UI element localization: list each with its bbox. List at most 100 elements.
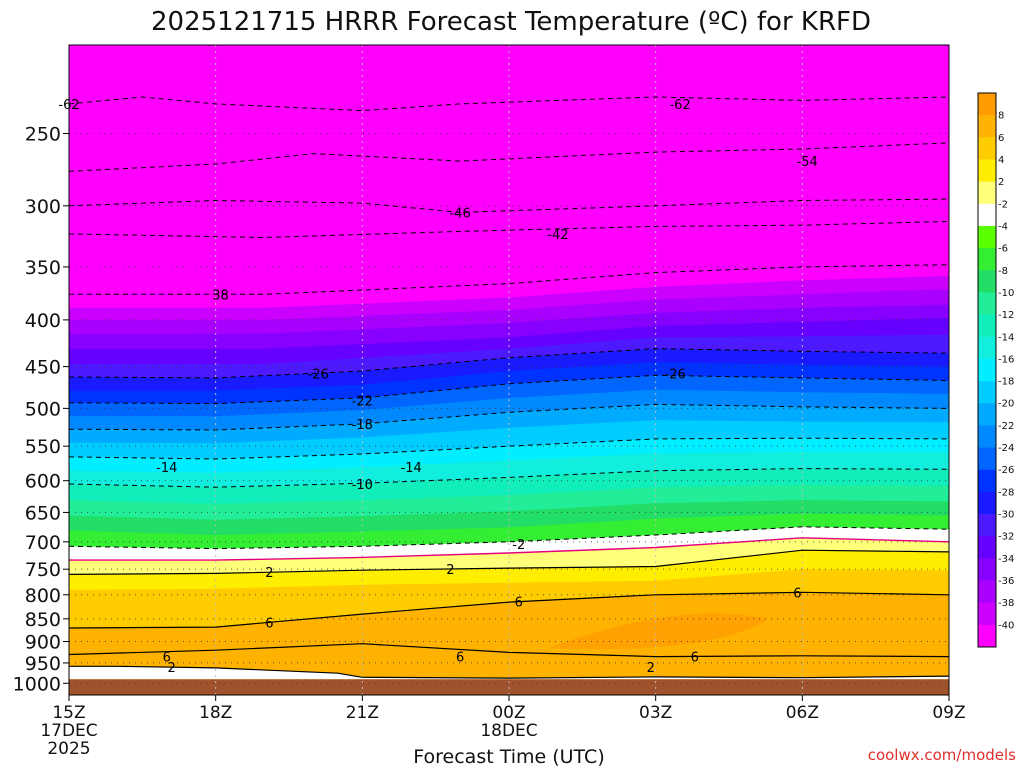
x-tick-label: 17DEC <box>40 721 97 741</box>
band-surface-cool <box>69 666 949 680</box>
contour-label: 38 <box>212 288 229 303</box>
contour--62 <box>69 96 949 112</box>
colorbar-label: -24 <box>998 443 1014 454</box>
colorbar-swatch <box>978 292 996 316</box>
colorbar-swatch <box>978 580 996 604</box>
contour-label: 6 <box>456 651 464 666</box>
x-axis-label: Forecast Time (UTC) <box>413 746 604 768</box>
colorbar-label: -26 <box>998 465 1014 476</box>
colorbar-label: -10 <box>998 288 1014 299</box>
colorbar-label: -12 <box>998 310 1014 321</box>
contour-6-lower <box>69 643 949 658</box>
band-warm-core <box>548 613 769 650</box>
colorbar-label: -28 <box>998 487 1014 498</box>
contour-label: 6 <box>793 586 801 601</box>
colorbar-swatch <box>978 403 996 426</box>
y-tick-label: 350 <box>25 257 61 279</box>
colorbar-label: -34 <box>998 554 1014 565</box>
colorbar-label: -40 <box>998 620 1014 631</box>
contour-label: 2 <box>647 661 655 676</box>
colorbar-swatch <box>978 624 996 648</box>
contour-label: 2 <box>265 566 273 581</box>
contour--22 <box>69 374 949 405</box>
y-tick-label: 450 <box>25 357 61 379</box>
contour--2 <box>69 526 949 550</box>
x-tick-label: 21Z <box>346 703 379 723</box>
x-tick-label: 03Z <box>639 703 672 723</box>
credit-link[interactable]: coolwx.com/models <box>868 746 1016 764</box>
colorbar-swatch <box>978 336 996 360</box>
y-tick-label: 950 <box>25 653 61 675</box>
contour--10 <box>69 468 949 488</box>
y-tick-label: 900 <box>25 631 61 653</box>
contour-label: -62 <box>669 98 690 113</box>
colorbar-swatch <box>978 469 996 493</box>
contour-label: 6 <box>691 651 699 666</box>
colorbar-label: -22 <box>998 421 1014 432</box>
colorbar-swatch <box>978 225 996 249</box>
x-tick-label: 18DEC <box>480 721 537 741</box>
contour-label: -22 <box>352 394 373 409</box>
y-tick-label: 550 <box>25 436 61 458</box>
colorbar-label: -2 <box>998 199 1008 210</box>
y-tick-label: 650 <box>25 502 61 524</box>
y-tick-label: 1000 <box>13 673 61 695</box>
contour-freezing <box>69 537 949 561</box>
colorbar-swatch <box>978 536 996 559</box>
colorbar-swatch <box>978 115 996 138</box>
y-tick-label: 300 <box>25 196 61 218</box>
colorbar-label: -16 <box>998 354 1014 365</box>
colorbar-swatch <box>978 558 996 582</box>
colorbar-frame <box>977 92 997 648</box>
contour--42 <box>69 220 949 239</box>
x-tick-label: 2025 <box>47 739 90 759</box>
colorbar-swatch <box>978 203 996 227</box>
y-axis: 2503003504004505005506006507007508008509… <box>13 123 69 695</box>
y-tick-label: 850 <box>25 609 61 631</box>
y-tick-label: 600 <box>25 471 61 493</box>
contour-label: -46 <box>449 206 470 221</box>
colorbar-swatch <box>978 447 996 471</box>
contour-2 <box>69 549 949 575</box>
contour-label: -54 <box>797 155 818 170</box>
y-tick-label: 500 <box>25 398 61 420</box>
colorbar: 8 6 4 2 -2 -4 -6 -8 -10 -12 -14 -16 -18 -20 -22 -24 -26 -… <box>977 92 1014 648</box>
colorbar-label: 2 <box>998 177 1004 188</box>
colorbar-swatch <box>978 425 996 449</box>
contour-label: -14 <box>401 461 422 476</box>
x-tick-label: 18Z <box>199 703 232 723</box>
y-tick-label: 750 <box>25 559 61 581</box>
x-tick-label: 09Z <box>932 703 965 723</box>
y-tick-label: 400 <box>25 310 61 332</box>
contour-label: -42 <box>547 228 568 243</box>
colorbar-label: -4 <box>998 221 1008 232</box>
contour--26 <box>69 348 949 379</box>
colorbar-swatch <box>978 181 996 205</box>
contour-label: -14 <box>156 461 177 476</box>
colorbar-label: -18 <box>998 377 1014 388</box>
grid-lines <box>69 45 949 695</box>
contour-label: 6 <box>163 651 171 666</box>
contour-6 <box>69 591 949 629</box>
colorbar-label: -38 <box>998 598 1014 609</box>
colorbar-swatch <box>978 314 996 338</box>
chart-title: 2025121715 HRRR Forecast Temperature (ºC… <box>151 7 871 37</box>
colorbar-swatch <box>978 491 996 515</box>
colorbar-swatch <box>978 381 996 404</box>
colorbar-swatch <box>978 159 996 183</box>
contour--54 <box>69 142 949 172</box>
contour-label: 6 <box>265 616 273 631</box>
y-tick-label: 250 <box>25 123 61 145</box>
contour--18 <box>69 403 949 431</box>
contour-label: 6 <box>515 596 523 611</box>
colorbar-label: 8 <box>998 111 1004 122</box>
x-tick-label: 15Z <box>52 703 85 723</box>
contour-label: -26 <box>308 368 329 383</box>
x-tick-label: 00Z <box>492 703 525 723</box>
colorbar-label: -20 <box>998 399 1014 410</box>
colorbar-swatch <box>978 270 996 293</box>
colorbar-swatch <box>978 358 996 382</box>
